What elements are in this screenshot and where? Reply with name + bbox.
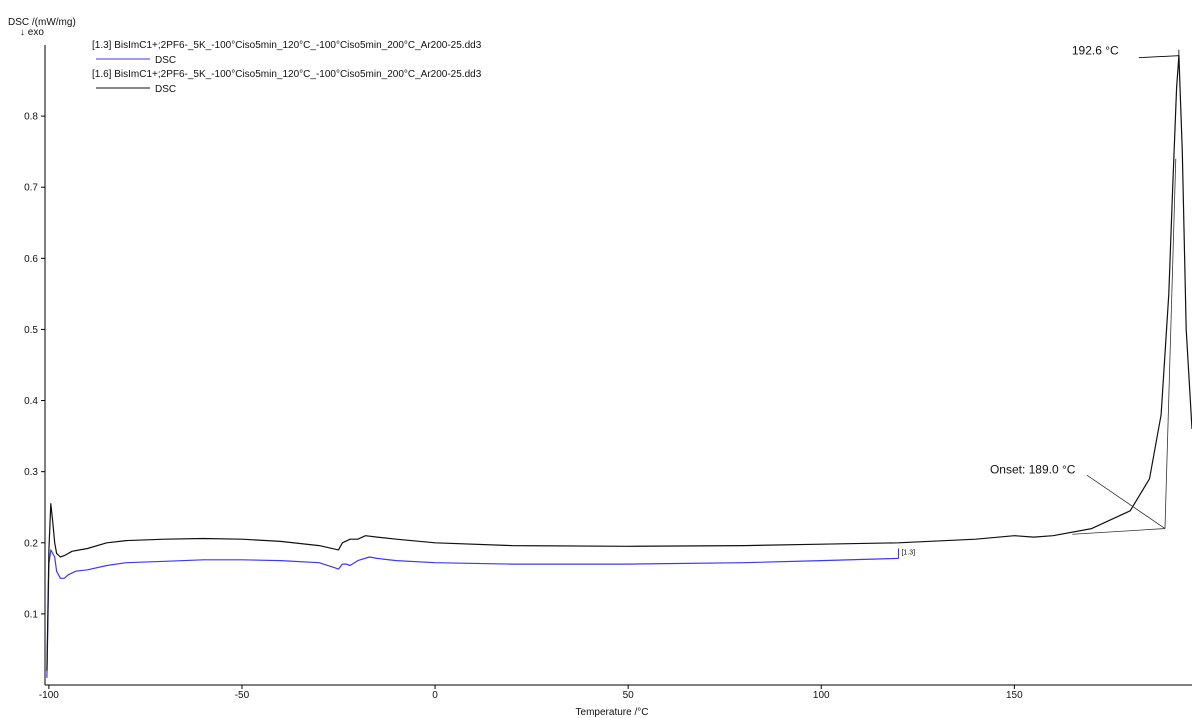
x-tick-label: 0 [432, 690, 438, 701]
y-tick-label: 0.6 [24, 254, 38, 265]
x-axis-label: Temperature /°C [576, 707, 649, 718]
y-tick-label: 0.3 [24, 467, 38, 478]
x-tick-label: -100 [39, 690, 59, 701]
y-axis-label: DSC /(mW/mg) [8, 17, 76, 28]
onset-inflection-tangent [1164, 158, 1177, 529]
dsc-curve-2 [46, 55, 1192, 671]
onset-leader-line [1086, 474, 1166, 529]
y-tick-label: 0.7 [24, 183, 38, 194]
peak-leader-line [1138, 55, 1179, 59]
y-tick-label: 0.2 [24, 538, 38, 549]
y-tick-label: 0.1 [24, 609, 38, 620]
y-tick-label: 0.5 [24, 325, 38, 336]
x-tick-label: -50 [235, 690, 250, 701]
peak-annotation: 192.6 °C [1072, 44, 1119, 58]
dsc-curve-1 [46, 549, 899, 678]
legend-file-2: [1.6] BisImC1+;2PF6-_5K_-100°Ciso5min_12… [92, 69, 482, 80]
x-tick-label: 150 [1006, 690, 1023, 701]
y-tick-label: 0.4 [24, 396, 38, 407]
x-tick-label: 50 [623, 690, 635, 701]
legend-label-1: DSC [155, 55, 176, 66]
curve-end-tag: [1.3] [901, 549, 915, 556]
onset-baseline-tangent [1072, 528, 1165, 535]
y-tick-label: 0.8 [24, 112, 38, 123]
legend-label-2: DSC [155, 84, 176, 95]
legend-file-1: [1.3] BisImC1+;2PF6-_5K_-100°Ciso5min_12… [92, 40, 482, 51]
y-axis-direction-note: ↓ exo [20, 27, 44, 38]
onset-annotation: Onset: 189.0 °C [990, 463, 1076, 477]
x-tick-label: 100 [813, 690, 830, 701]
